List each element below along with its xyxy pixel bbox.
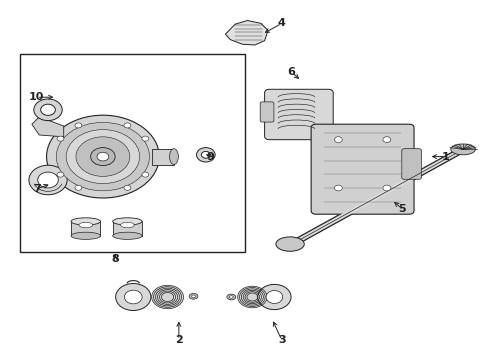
Ellipse shape [276, 237, 304, 251]
Ellipse shape [151, 285, 183, 309]
Ellipse shape [113, 232, 142, 239]
Bar [71, 221, 100, 236]
Ellipse shape [71, 218, 100, 225]
Circle shape [91, 148, 115, 166]
Text: 7: 7 [33, 184, 41, 194]
Circle shape [97, 152, 109, 161]
Text: 2: 2 [175, 335, 183, 345]
Text: 5: 5 [398, 204, 406, 214]
FancyBboxPatch shape [402, 149, 421, 179]
Bar [20, 54, 245, 252]
Circle shape [75, 185, 82, 190]
FancyBboxPatch shape [260, 102, 274, 122]
Circle shape [335, 185, 343, 191]
Circle shape [76, 137, 130, 176]
Ellipse shape [38, 172, 58, 188]
Circle shape [124, 185, 131, 190]
Circle shape [383, 137, 391, 143]
Circle shape [335, 137, 343, 143]
Circle shape [142, 172, 149, 177]
FancyBboxPatch shape [265, 89, 333, 140]
Ellipse shape [71, 232, 100, 239]
Ellipse shape [113, 218, 142, 225]
Ellipse shape [41, 104, 55, 116]
Ellipse shape [451, 144, 475, 155]
Text: 6: 6 [288, 67, 295, 77]
Circle shape [75, 123, 82, 128]
Ellipse shape [192, 295, 196, 297]
Ellipse shape [229, 296, 233, 298]
Ellipse shape [29, 165, 67, 195]
Circle shape [56, 122, 149, 191]
Circle shape [142, 136, 149, 141]
Text: 1: 1 [442, 152, 450, 162]
Polygon shape [225, 21, 268, 45]
Ellipse shape [189, 293, 198, 299]
Ellipse shape [124, 290, 142, 304]
Ellipse shape [201, 152, 210, 158]
Ellipse shape [116, 284, 151, 310]
Ellipse shape [34, 99, 62, 121]
Circle shape [57, 136, 64, 141]
Bar [113, 221, 142, 236]
Ellipse shape [227, 294, 236, 300]
Ellipse shape [79, 222, 93, 228]
Polygon shape [32, 117, 64, 137]
Ellipse shape [196, 148, 215, 162]
Ellipse shape [266, 291, 283, 303]
Text: 4: 4 [278, 18, 286, 28]
Ellipse shape [121, 222, 134, 228]
FancyBboxPatch shape [311, 124, 414, 214]
Text: 8: 8 [111, 254, 119, 264]
Bar [152, 149, 174, 165]
Text: 9: 9 [207, 152, 215, 162]
Circle shape [66, 130, 140, 184]
Circle shape [124, 123, 131, 128]
Ellipse shape [258, 284, 291, 310]
Ellipse shape [170, 149, 178, 165]
Circle shape [383, 185, 391, 191]
Text: 10: 10 [29, 92, 45, 102]
Text: 3: 3 [278, 335, 286, 345]
Ellipse shape [238, 286, 267, 308]
Circle shape [57, 172, 64, 177]
Circle shape [47, 115, 159, 198]
